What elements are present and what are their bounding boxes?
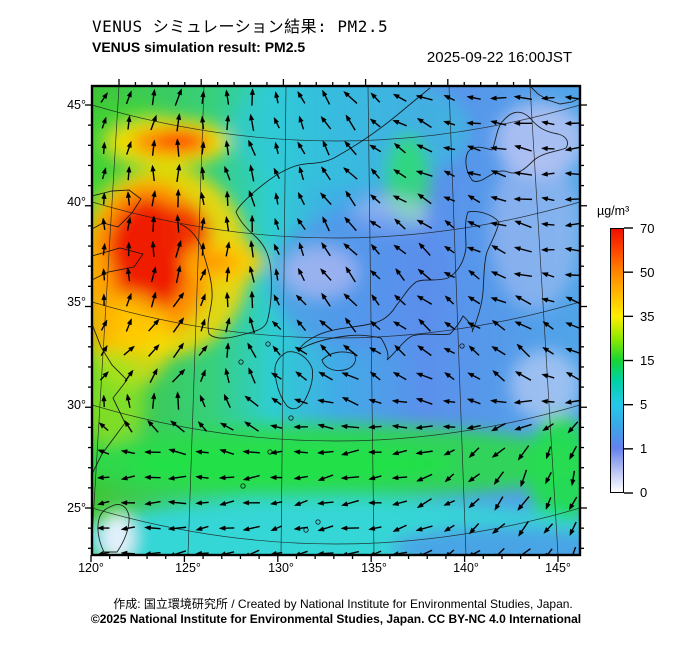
page-subtitle-english: VENUS simulation result: PM2.5 <box>92 39 306 55</box>
copyright-line: ©2025 National Institute for Environment… <box>90 612 582 626</box>
pm25-field <box>92 86 580 555</box>
coastlines <box>92 86 580 553</box>
colorbar-tick-70: 70 <box>640 221 655 236</box>
colorbar-tick-0: 0 <box>640 485 648 500</box>
lon-label-120: 120° <box>78 561 104 575</box>
lon-label-145: 145° <box>545 561 571 575</box>
lon-label-125: 125° <box>175 561 201 575</box>
lat-label-30: 30° <box>67 398 86 412</box>
credit-line: 作成: 国立環境研究所 / Created by National Instit… <box>113 597 573 611</box>
colorbar-tick-15: 15 <box>640 353 655 368</box>
lon-label-135: 135° <box>361 561 387 575</box>
colorbar-tick-5: 5 <box>640 397 648 412</box>
lat-label-40: 40° <box>67 195 86 209</box>
lon-label-140: 140° <box>453 561 479 575</box>
colorbar-tick-1: 1 <box>640 441 648 456</box>
colorbar-unit-label: µg/m³ <box>597 204 630 218</box>
colorbar <box>610 228 624 493</box>
lat-label-35: 35° <box>67 295 86 309</box>
timestamp: 2025-09-22 16:00JST <box>426 49 572 66</box>
wind-arrows <box>96 88 580 555</box>
axis-ticks <box>85 79 587 562</box>
colorbar-tick-marks <box>624 227 633 494</box>
map-frame <box>90 84 582 557</box>
graticule <box>92 86 580 555</box>
page-title-japanese: VENUS シミュレーション結果: PM2.5 <box>92 17 389 36</box>
lat-label-45: 45° <box>67 98 86 112</box>
colorbar-tick-35: 35 <box>640 309 655 324</box>
colorbar-tick-50: 50 <box>640 265 655 280</box>
lat-label-25: 25° <box>67 501 86 515</box>
lon-label-130: 130° <box>268 561 294 575</box>
